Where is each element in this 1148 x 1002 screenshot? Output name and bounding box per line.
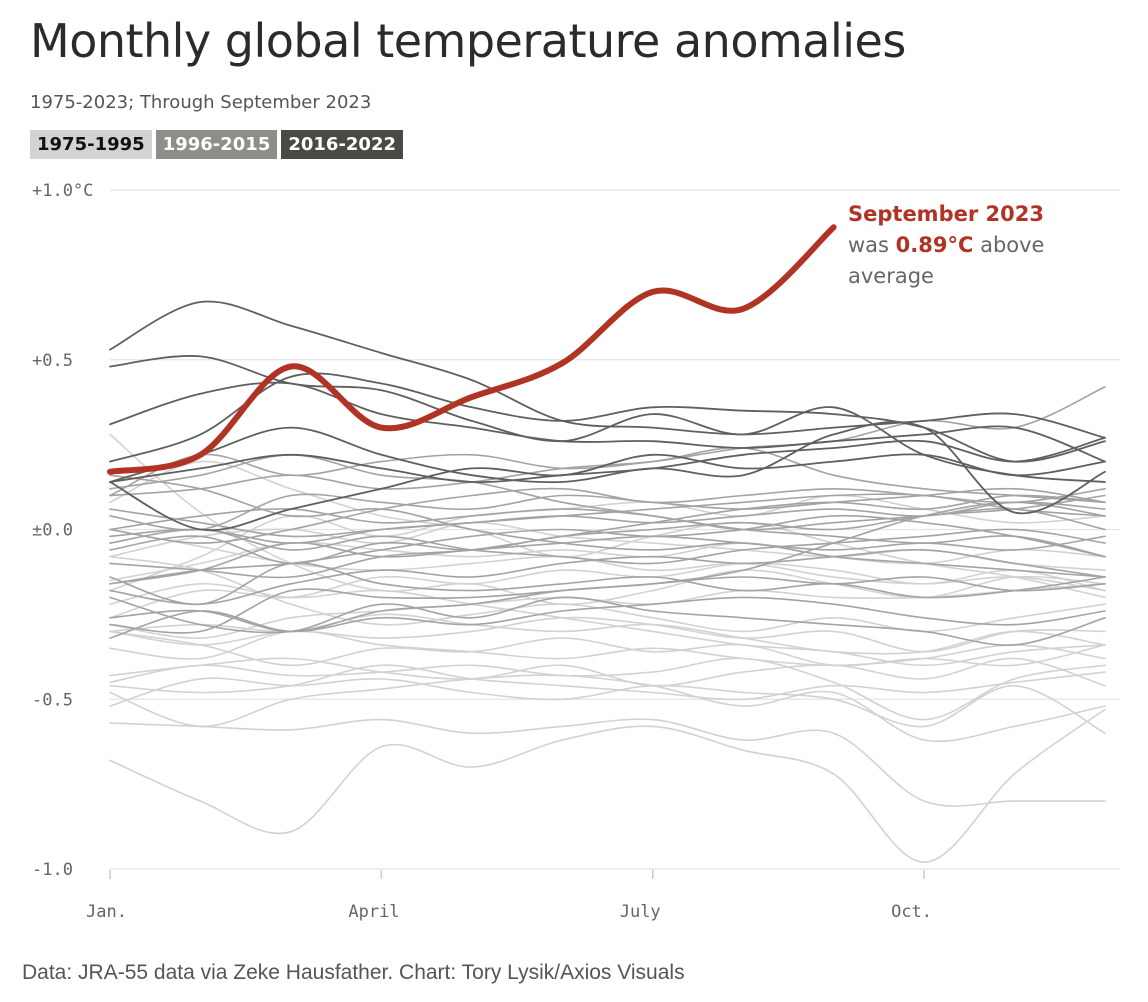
legend-chip-1975-1995: 1975-1995 [30, 130, 152, 159]
legend-chip-1996-2015: 1996-2015 [155, 130, 278, 159]
annotation-title: September 2023 [848, 202, 1044, 226]
series-line-1999 [109, 596, 1106, 646]
series-line-2023 [107, 224, 837, 475]
annotation-value: 0.89°C [896, 233, 974, 257]
y-tick-label: -0.5 [32, 690, 73, 710]
series-lines [107, 224, 1106, 863]
annotation-line-3: average [848, 264, 934, 288]
series-line-2013 [109, 501, 1106, 544]
series-line-1978 [109, 677, 1106, 734]
series-line-1997 [109, 501, 1106, 633]
x-tick-label: July [620, 902, 661, 922]
series-line-2007 [109, 474, 1106, 578]
series-line-1983 [109, 664, 1106, 701]
annotation-suffix: above [973, 233, 1044, 257]
series-line-2019 [109, 372, 1106, 463]
series-line-2009 [109, 494, 1106, 579]
annotation-line-2: was 0.89°C above [848, 233, 1044, 257]
series-line-2011 [109, 548, 1106, 606]
x-tick-label: April [348, 902, 399, 922]
annotation-prefix: was [848, 233, 896, 257]
series-line-1996 [109, 562, 1106, 606]
y-tick-label: +0.5 [32, 351, 73, 371]
series-line-2016 [109, 300, 1106, 439]
chart-subtitle: 1975-2023; Through September 2023 [30, 92, 372, 113]
x-tick-label: Oct. [891, 902, 932, 922]
series-line-2005 [109, 487, 1106, 531]
y-tick-label: +1.0°C [32, 181, 93, 201]
series-line-2020 [109, 355, 1106, 483]
series-line-1987 [109, 494, 1106, 592]
x-tick-label: Jan. [86, 902, 127, 922]
series-line-1992 [109, 582, 1106, 667]
legend-chip-2016-2022: 2016-2022 [281, 130, 404, 159]
chart-title: Monthly global temperature anomalies [30, 14, 906, 68]
series-line-1998 [109, 446, 1106, 504]
series-line-1993 [109, 616, 1106, 653]
annotation: September 2023 was 0.89°C above average [848, 202, 1044, 288]
series-line-2022 [109, 420, 1106, 515]
series-line-2004 [109, 528, 1106, 565]
series-line-2018 [109, 436, 1106, 484]
series-line-1985 [109, 555, 1106, 633]
series-line-1975 [109, 708, 1106, 863]
series-line-1981 [109, 630, 1106, 667]
series-line-2000 [109, 596, 1106, 639]
series-line-1979 [109, 657, 1106, 721]
series-line-1976 [109, 718, 1106, 807]
axes: +1.0°C +0.5 ±0.0 -0.5 -1.0 Jan. April July Oct. [32, 181, 932, 922]
y-tick-label: -1.0 [32, 860, 73, 880]
series-line-2015 [109, 386, 1106, 497]
y-tick-label: ±0.0 [32, 521, 73, 541]
series-line-2021 [109, 453, 1106, 532]
source-note: Data: JRA-55 data via Zeke Hausfather. C… [22, 961, 685, 984]
series-line-2008 [109, 576, 1106, 634]
series-line-2014 [109, 487, 1106, 544]
series-line-2012 [109, 514, 1106, 585]
series-line-1977 [109, 674, 1106, 743]
legend: 1975-1995 1996-2015 2016-2022 [30, 130, 404, 159]
series-line-1982 [109, 657, 1106, 687]
